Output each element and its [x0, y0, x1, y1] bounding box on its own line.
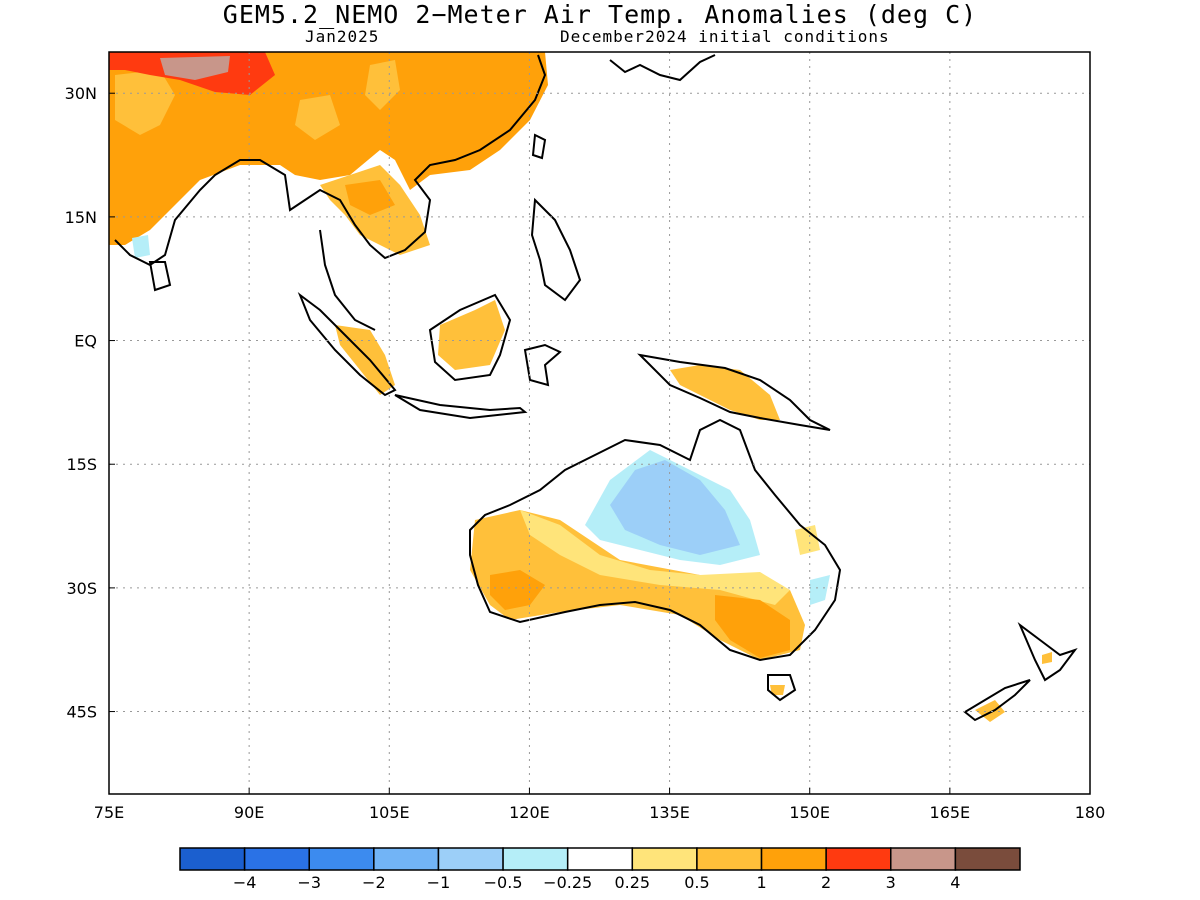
colorbar-label: 4 — [950, 873, 960, 892]
map-title: GEM5.2_NEMO 2−Meter Air Temp. Anomalies … — [222, 0, 978, 29]
australia-hot-southeast — [715, 595, 790, 658]
map-frame — [108, 51, 1091, 795]
borneo — [428, 293, 512, 382]
australia-coastline — [469, 418, 842, 662]
new-zealand-south — [963, 679, 1031, 722]
new-zealand-north — [1017, 621, 1078, 682]
colorbar-label: 0.25 — [614, 873, 650, 892]
x-tick-label: 180 — [1075, 803, 1106, 822]
colorbar-label: −1 — [427, 873, 451, 892]
colorbar-swatch — [696, 847, 763, 871]
colorbar-swatch — [954, 847, 1021, 871]
new-guinea-warm — [670, 365, 780, 420]
colorbar-swatch — [631, 847, 698, 871]
x-tick-label: 120E — [509, 803, 550, 822]
asia-coastline — [114, 54, 547, 267]
colorbar-label: −0.25 — [543, 873, 592, 892]
australia-hot-west — [490, 570, 545, 610]
colorbar-label: −3 — [297, 873, 321, 892]
x-tick-label: 105E — [369, 803, 410, 822]
y-tick-label: 45S — [66, 703, 97, 722]
colorbar-label: 3 — [886, 873, 896, 892]
colorbar-swatch — [308, 847, 375, 871]
valid-month-label: Jan2025 — [305, 27, 380, 46]
colorbar-swatch — [179, 847, 246, 871]
tasmania — [767, 674, 797, 702]
new-guinea — [637, 353, 831, 431]
gridlines — [109, 52, 1090, 794]
east-australia-warm — [795, 525, 820, 555]
asia-warm-region — [109, 52, 548, 245]
taiwan — [531, 133, 547, 160]
tibet-very-hot — [160, 56, 230, 80]
colorbar-swatch — [890, 847, 957, 871]
colorbar-label: −0.5 — [484, 873, 523, 892]
java — [394, 394, 528, 420]
x-tick-label: 150E — [789, 803, 830, 822]
sumatra — [297, 292, 397, 397]
colorbar-swatch — [760, 847, 827, 871]
x-tick-label: 75E — [94, 803, 124, 822]
colorbar-swatch — [825, 847, 892, 871]
malay-peninsula — [319, 229, 376, 331]
sulawesi — [523, 343, 562, 387]
colorbar-label: 2 — [821, 873, 831, 892]
colorbar-swatch — [373, 847, 440, 871]
indochina-hot — [345, 180, 395, 215]
init-conditions-label: December2024 initial conditions — [560, 27, 890, 46]
colorbar-label: 0.5 — [684, 873, 709, 892]
colorbar-swatch — [437, 847, 504, 871]
x-tick-label: 135E — [649, 803, 690, 822]
australia-light-warm — [520, 510, 790, 605]
y-tick-label: 30N — [65, 84, 97, 103]
y-tick-label: 15N — [65, 208, 97, 227]
coastlines — [114, 54, 1078, 722]
x-tick-label: 90E — [234, 803, 264, 822]
philippines — [530, 197, 582, 302]
borneo-warm — [438, 300, 505, 370]
sumatra-warm — [335, 325, 395, 395]
colorbar: −4 −3 −2 −1 −0.5 −0.25 0.25 0.5 1 2 3 4 — [179, 847, 1021, 892]
y-tick-label: EQ — [74, 332, 97, 351]
y-tick-label: 15S — [66, 455, 97, 474]
india-cool-spot — [132, 235, 150, 258]
asia-light-warm — [115, 60, 400, 140]
x-tick-label: 165E — [930, 803, 971, 822]
y-tick-label: 30S — [66, 579, 97, 598]
new-zealand-warm — [975, 652, 1052, 722]
colorbar-label: −2 — [362, 873, 386, 892]
colorbar-label: −4 — [233, 873, 257, 892]
australia-cool — [610, 460, 740, 555]
colorbar-swatch — [566, 847, 634, 871]
japan — [609, 54, 716, 82]
colorbar-swatch — [502, 847, 569, 871]
x-tick-labels: 75E 90E 105E 120E 135E 150E 165E 180 — [94, 788, 1106, 822]
anomaly-layer — [109, 52, 1052, 722]
y-tick-labels: 30N 15N EQ 15S 30S 45S — [65, 84, 115, 722]
east-australia-cool — [810, 575, 830, 605]
colorbar-swatch — [243, 847, 310, 871]
sri-lanka — [148, 261, 172, 292]
tasmania-warm — [770, 685, 785, 695]
colorbar-label: 1 — [756, 873, 766, 892]
